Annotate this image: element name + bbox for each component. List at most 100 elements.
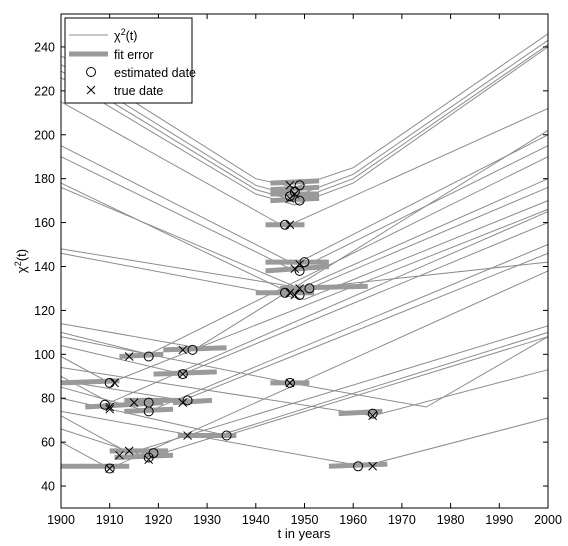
true-date-9	[178, 345, 188, 355]
y-tick-label-8: 200	[34, 128, 55, 142]
true-date-markers	[105, 180, 378, 473]
true-date-19	[183, 431, 192, 440]
legend-chi2-base: χ	[114, 29, 121, 43]
fit-error-21	[114, 452, 174, 460]
true-date-2	[285, 194, 295, 203]
estimated-date-2	[284, 191, 295, 202]
fit-error-0	[270, 178, 320, 186]
legend-fit-error-label: fit error	[114, 48, 154, 62]
true-date-20	[124, 446, 134, 456]
y-tick-label-6: 160	[34, 216, 55, 230]
true-date-14	[105, 404, 115, 414]
estimated-date-6	[294, 265, 305, 276]
fit-error-1	[270, 184, 320, 193]
chi2-curve-3	[60, 46, 549, 206]
true-date-15	[105, 402, 115, 412]
x-tick-label-6: 1960	[339, 513, 367, 527]
x-tick-label-7: 1970	[388, 513, 416, 527]
estimated-date-22	[143, 452, 154, 463]
x-tick-label-1: 1910	[96, 513, 124, 527]
true-date-18	[368, 411, 378, 421]
y-tick-label-1: 60	[41, 436, 55, 450]
legend-box	[64, 17, 193, 104]
y-axis-label: χ2(t)	[13, 249, 29, 273]
true-date-3	[285, 220, 295, 230]
x-tick-label-0: 1900	[47, 513, 75, 527]
fit-error-8	[280, 283, 368, 291]
true-date-11	[110, 378, 119, 388]
fit-error-9	[163, 345, 227, 353]
y-tick-label-0: 40	[41, 480, 55, 494]
y-tick-label-4: 120	[34, 304, 55, 318]
x-axis-label: t in years	[278, 526, 331, 541]
x-tick-label-9: 1990	[485, 513, 513, 527]
chi2-curve-16	[60, 211, 549, 404]
legend-chi2-sup: 2	[121, 27, 126, 37]
y-axis-ticks: 40 60 80 100 120 140 160 180 200 220 240	[34, 40, 548, 494]
true-date-6	[285, 288, 295, 298]
estimated-date-23	[104, 463, 115, 474]
estimated-date-10	[187, 344, 198, 355]
estimated-date-19	[367, 408, 378, 419]
estimated-date-0	[294, 180, 305, 191]
y-tick-label-9: 220	[34, 84, 55, 98]
true-date-21	[115, 450, 124, 460]
true-date-17	[178, 398, 188, 407]
y-axis-label-suffix: (t)	[14, 249, 29, 261]
y-tick-label-7: 180	[34, 172, 55, 186]
estimated-date-20	[221, 430, 232, 441]
fit-error-11	[60, 378, 120, 386]
x-tick-label-2: 1920	[144, 513, 172, 527]
y-tick-label-10: 240	[34, 40, 55, 54]
true-date-0	[285, 180, 295, 190]
estimated-date-17	[143, 406, 154, 417]
estimated-date-markers	[99, 180, 378, 474]
legend-chi2-suffix: (t)	[126, 29, 138, 43]
x-tick-label-8: 1980	[437, 513, 465, 527]
fit-error-6	[265, 264, 330, 274]
x-tick-label-4: 1940	[242, 513, 270, 527]
estimated-date-13	[177, 369, 188, 380]
estimated-date-15	[99, 399, 110, 410]
x-axis-ticks: 1900 1910 1920 1930 1940 1950 1960 1970 1980 1990…	[47, 14, 562, 527]
y-axis-label-sup: 2	[13, 261, 23, 266]
true-date-7	[290, 290, 300, 300]
true-date-23	[105, 464, 115, 473]
x-tick-label-3: 1930	[193, 513, 221, 527]
estimated-date-3	[294, 195, 305, 206]
y-tick-label-2: 80	[41, 392, 55, 406]
fit-error-14	[85, 400, 164, 410]
estimated-date-9	[304, 283, 315, 294]
estimated-date-5	[299, 257, 310, 268]
fit-error-15	[124, 406, 174, 414]
true-date-8	[295, 284, 304, 293]
true-date-22	[144, 455, 154, 465]
estimated-date-18	[182, 395, 193, 406]
fit-error-12	[153, 369, 217, 377]
legend-circle-icon	[86, 67, 96, 77]
true-date-24	[368, 461, 378, 471]
y-tick-label-3: 100	[34, 348, 55, 362]
legend-true-date-label: true date	[114, 84, 163, 98]
x-tick-label-10: 2000	[534, 513, 562, 527]
fit-error-18	[338, 408, 383, 417]
y-axis-label-base: χ	[14, 266, 29, 273]
x-tick-label-5: 1950	[291, 513, 319, 527]
legend: χ2(t) fit error estimated date true date	[64, 17, 196, 104]
chi2-curve-10	[60, 200, 549, 300]
y-tick-label-5: 140	[34, 260, 55, 274]
true-date-5	[290, 264, 300, 274]
true-date-13	[285, 378, 295, 388]
true-date-10	[124, 352, 134, 361]
legend-estimated-date-label: estimated date	[114, 66, 196, 80]
legend-chi2-label: χ2(t)	[114, 27, 137, 43]
true-date-16	[129, 398, 139, 407]
fit-error-23	[328, 461, 388, 469]
legend-cross-icon	[86, 85, 96, 95]
estimated-date-14	[284, 377, 295, 388]
fit-error-10	[119, 351, 164, 359]
true-date-12	[178, 369, 188, 379]
estimated-date-24	[353, 461, 364, 472]
estimated-date-11	[143, 351, 154, 362]
